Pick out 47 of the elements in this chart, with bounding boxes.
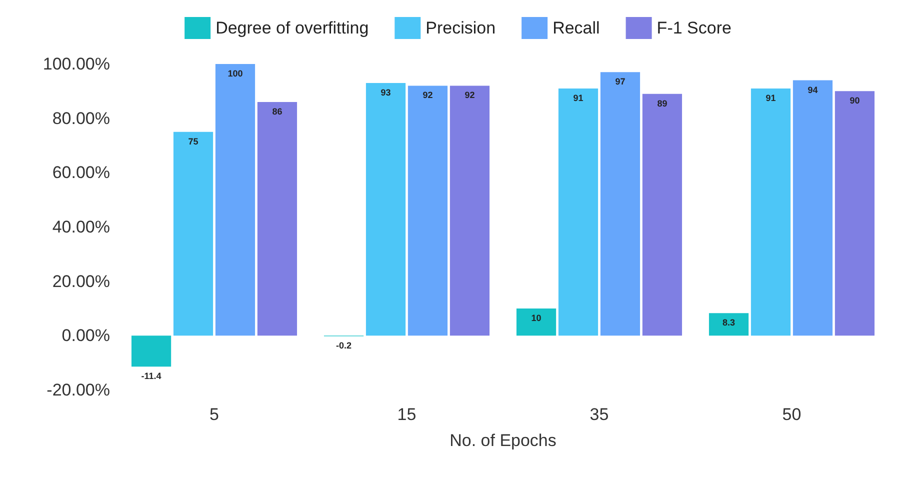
data-label: 91 [573, 92, 584, 103]
y-tick-label: 60.00% [52, 163, 110, 182]
data-label: -0.2 [336, 340, 352, 351]
x-tick-label: 5 [210, 405, 219, 424]
data-label: 75 [188, 136, 198, 146]
bar [558, 88, 598, 336]
bar [834, 91, 875, 336]
data-label: 89 [657, 98, 668, 108]
x-tick-label: 50 [782, 405, 802, 424]
legend-label: F-1 Score [656, 18, 732, 38]
data-label: -11.4 [141, 371, 162, 382]
bar [792, 80, 833, 336]
data-label: 92 [422, 90, 433, 100]
legend-label: Recall [552, 18, 600, 38]
y-tick-label: -20.00% [46, 380, 110, 400]
y-tick-label: 100.00% [42, 54, 110, 74]
data-label: 93 [380, 88, 391, 98]
bar [450, 86, 490, 336]
bar [173, 132, 214, 336]
legend-label: Precision [426, 18, 496, 38]
bar [366, 83, 406, 336]
bar [215, 64, 256, 336]
data-label: 8.3 [722, 318, 736, 328]
y-tick-label: 20.00% [52, 272, 110, 291]
bar [642, 94, 682, 336]
x-tick-label: 35 [590, 405, 609, 424]
data-label: 100 [228, 68, 243, 78]
bar [257, 102, 298, 336]
bar [750, 88, 791, 336]
data-label: 10 [531, 313, 542, 323]
legend-label: Degree of overfitting [216, 18, 369, 38]
data-label: 91 [766, 92, 776, 103]
x-axis-title: No. of Epochs [450, 431, 556, 450]
bar [131, 336, 172, 367]
bar [408, 86, 448, 336]
y-tick-label: 80.00% [52, 108, 110, 128]
data-label: 94 [808, 84, 818, 95]
y-tick-label: 40.00% [52, 218, 110, 236]
data-label: 97 [615, 76, 626, 87]
bar [516, 308, 556, 336]
x-tick-label: 15 [397, 405, 416, 424]
data-label: 92 [464, 90, 475, 100]
data-label: 90 [850, 96, 860, 106]
y-tick-label: 0.00% [62, 326, 110, 346]
data-label: 86 [272, 106, 282, 117]
bar [600, 72, 640, 336]
bar [708, 313, 749, 336]
